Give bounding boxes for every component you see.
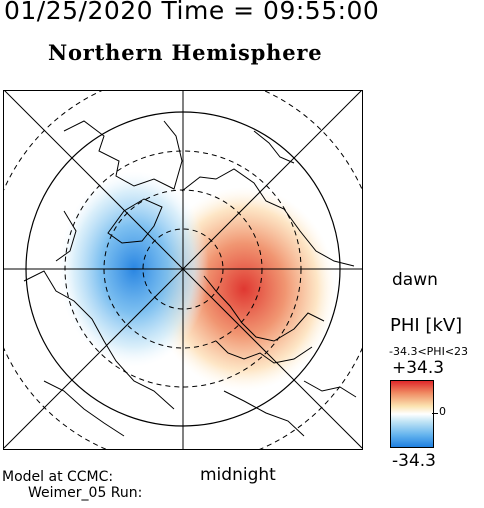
meridians (4, 91, 362, 449)
colorbar-title: PHI [kV] (390, 315, 463, 336)
model-label: Model at CCMC: (2, 469, 114, 485)
polar-map-svg (4, 91, 362, 449)
polar-map (3, 90, 363, 450)
dawn-label: dawn (392, 270, 438, 290)
datetime-label: 01/25/2020 Time = 09:55:00 (4, 0, 380, 25)
colorbar-zero-label: 0 (439, 405, 446, 418)
colorbar-zero-tick (432, 413, 438, 414)
midnight-label: midnight (200, 465, 276, 485)
coastlines (23, 120, 357, 437)
colorbar-max-label: +34.3 (392, 358, 445, 378)
run-label: Weimer_05 Run: (28, 485, 143, 501)
colorbar-min-label: -34.3 (392, 451, 436, 471)
colorbar-range: -34.3<PHI<23 (389, 345, 469, 358)
page-title: Northern Hemisphere (48, 40, 323, 65)
colorbar (390, 380, 434, 448)
